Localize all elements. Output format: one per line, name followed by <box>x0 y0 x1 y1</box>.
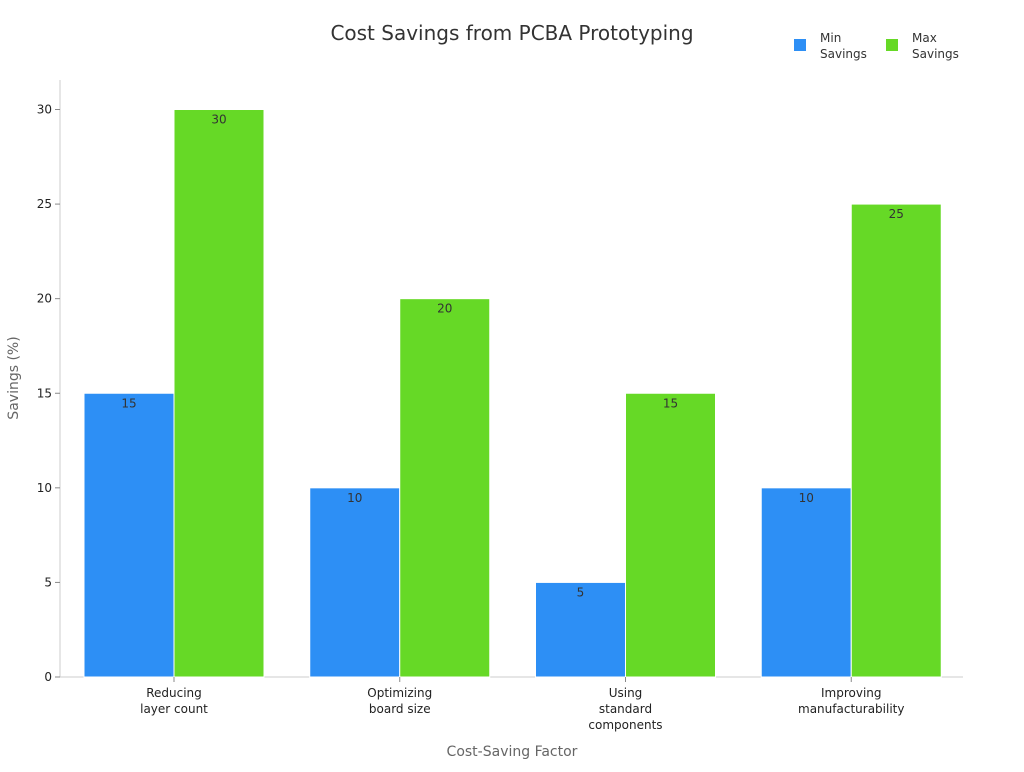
x-tick-label-line: manufacturability <box>798 702 904 716</box>
x-tick-label-line: Reducing <box>146 686 202 700</box>
legend-swatch-max[interactable] <box>886 39 898 51</box>
x-axis-title: Cost-Saving Factor <box>447 744 578 760</box>
legend-label-min[interactable]: Min Savings <box>820 31 867 61</box>
x-tick-label: Optimizing board size <box>367 686 432 716</box>
data-label: 10 <box>799 491 814 505</box>
legend-label-max[interactable]: Max Savings <box>912 31 959 61</box>
y-tick-label: 20 <box>37 292 52 306</box>
x-tick-label: Using standard components <box>588 686 662 732</box>
y-tick-label: 10 <box>37 481 52 495</box>
data-label: 5 <box>577 585 585 599</box>
data-label: 10 <box>347 491 362 505</box>
legend-label-line: Savings <box>912 47 959 61</box>
y-axis-title: Savings (%) <box>6 336 22 419</box>
data-label: 20 <box>437 302 452 316</box>
legend: Min Savings Max Savings <box>794 31 959 61</box>
data-label: 15 <box>121 396 136 410</box>
bar-max-2 <box>625 392 716 678</box>
y-tick-label: 25 <box>37 197 52 211</box>
y-tick-label: 15 <box>37 386 52 400</box>
bars <box>83 109 942 678</box>
x-tick-label-line: Improving <box>821 686 882 700</box>
data-labels: 15 10 5 10 30 20 15 25 <box>121 113 904 600</box>
x-tick-label-line: standard <box>599 702 652 716</box>
data-label: 15 <box>663 396 678 410</box>
legend-label-line: Savings <box>820 47 867 61</box>
x-tick-label: Improving manufacturability <box>798 686 904 716</box>
legend-label-line: Max <box>912 31 937 45</box>
x-tick-label-line: components <box>588 718 662 732</box>
data-label: 25 <box>889 207 904 221</box>
x-tick-label-line: Optimizing <box>367 686 432 700</box>
y-tick-label: 5 <box>44 575 52 589</box>
legend-label-line: Min <box>820 31 841 45</box>
x-tick-label-line: layer count <box>140 702 208 716</box>
bar-max-3 <box>850 203 942 678</box>
x-axis-tick-labels: Reducing layer count Optimizing board size U… <box>140 677 904 732</box>
x-tick-label-line: board size <box>369 702 431 716</box>
legend-swatch-min[interactable] <box>794 39 806 51</box>
bar-min-3 <box>760 487 852 678</box>
chart-title: Cost Savings from PCBA Prototyping <box>330 21 693 45</box>
bar-min-0 <box>83 392 175 678</box>
data-label: 30 <box>211 113 226 127</box>
y-tick-label: 30 <box>37 103 52 117</box>
bar-max-0 <box>173 109 265 678</box>
bar-min-1 <box>309 487 401 678</box>
x-tick-label-line: Using <box>609 686 643 700</box>
bar-max-1 <box>399 298 491 678</box>
y-tick-label: 0 <box>44 670 52 684</box>
y-axis-ticks: 0 5 10 15 20 25 30 <box>37 103 60 684</box>
x-tick-label: Reducing layer count <box>140 686 208 716</box>
